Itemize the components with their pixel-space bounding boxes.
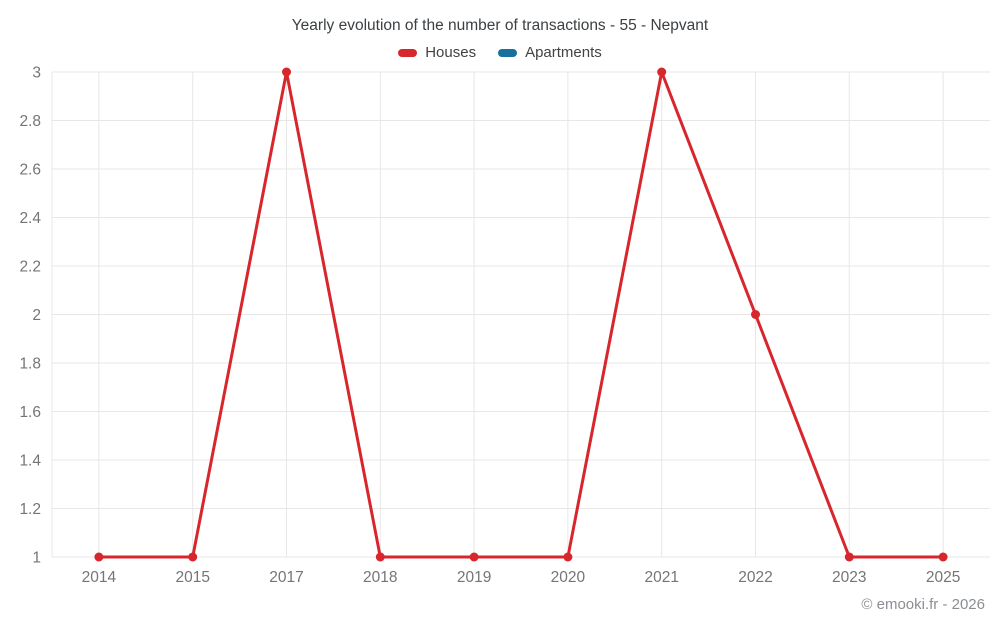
x-tick-label: 2022 (738, 569, 772, 586)
legend-label-houses: Houses (425, 44, 477, 61)
y-tick-label: 2.8 (19, 113, 41, 130)
chart-footer-watermark: © emooki.fr - 2026 (861, 596, 985, 613)
y-tick-label: 1.6 (19, 404, 41, 421)
data-point-marker-houses (563, 552, 573, 562)
data-point-marker-houses (751, 310, 760, 319)
data-point-marker-houses (657, 67, 667, 77)
y-tick-label: 2 (32, 307, 41, 324)
y-tick-label: 3 (32, 64, 41, 81)
legend-label-apartments: Apartments (525, 44, 602, 61)
series-line-houses (97, 70, 945, 559)
data-point-marker-houses (94, 552, 104, 562)
data-point-marker-houses (844, 552, 854, 562)
y-tick-label: 2.2 (19, 258, 41, 275)
y-tick-label: 1 (32, 549, 41, 566)
y-tick-label: 1.4 (19, 452, 41, 469)
chart-title: Yearly evolution of the number of transa… (291, 17, 709, 34)
x-tick-label: 2019 (457, 569, 491, 586)
y-tick-label: 2.4 (19, 210, 41, 227)
x-tick-label: 2021 (644, 569, 678, 586)
data-point-marker-houses (469, 552, 479, 562)
y-tick-label: 1.8 (19, 355, 41, 372)
x-tick-label: 2025 (926, 569, 960, 586)
x-tick-label: 2015 (175, 569, 209, 586)
y-tick-label: 1.2 (19, 501, 41, 518)
x-tick-label: 2023 (832, 569, 866, 586)
data-point-marker-houses (188, 552, 198, 562)
x-tick-label: 2014 (82, 569, 117, 586)
legend-item-houses[interactable]: Houses (398, 44, 476, 61)
chart-legend: Houses Apartments (0, 44, 1000, 61)
x-tick-label: 2018 (363, 569, 397, 586)
x-tick-label: 2017 (269, 569, 303, 586)
y-tick-label: 2.6 (19, 161, 41, 178)
x-tick-label: 2020 (551, 569, 586, 586)
data-point-marker-houses (282, 67, 291, 77)
data-point-marker-houses (375, 552, 385, 562)
legend-item-apartments[interactable]: Apartments (498, 44, 602, 61)
legend-swatch-houses (398, 48, 418, 57)
data-point-marker-houses (938, 552, 948, 562)
legend-swatch-apartments (498, 48, 518, 57)
